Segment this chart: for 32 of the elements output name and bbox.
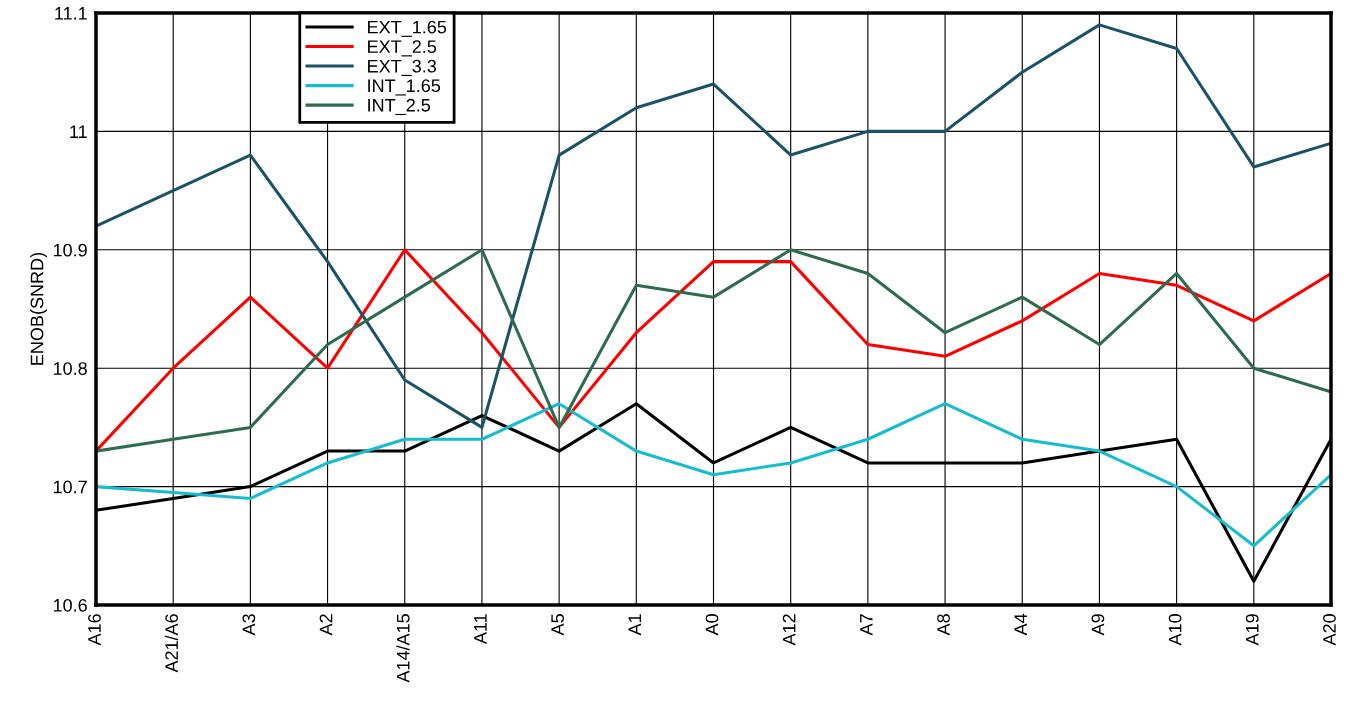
x-tick-label: A21/A6 <box>164 614 179 673</box>
x-tick-label: A16 <box>88 614 101 646</box>
x-tick-label: A10 <box>1168 614 1182 646</box>
x-tick-label: A14/A15 <box>396 614 410 683</box>
x-tick-label: A5 <box>551 614 564 636</box>
x-tick-label: A0 <box>705 614 719 636</box>
x-tick-label: A4 <box>1014 613 1027 636</box>
y-tick-label: 10.7 <box>53 480 87 494</box>
y-tick-label: 10.8 <box>53 362 87 375</box>
x-tick-label: A12 <box>782 614 796 646</box>
x-tick-label: A19 <box>1245 614 1259 646</box>
x-tick-label: A8 <box>937 614 950 636</box>
x-tick-label: A1 <box>628 614 641 636</box>
x-tick-label: A20 <box>1323 614 1336 646</box>
y-tick-label: 10.9 <box>53 243 87 257</box>
y-tick-label: 11.1 <box>55 7 87 20</box>
legend-label: INT_1.65 <box>368 79 441 96</box>
x-tick-label: A2 <box>319 614 333 636</box>
line-series <box>96 248 1331 453</box>
legend-label: EXT_2.5 <box>368 40 437 57</box>
x-tick-label: A7 <box>860 614 873 636</box>
legend-label: EXT_1.65 <box>368 20 447 37</box>
legend-label: INT_2.5 <box>368 98 431 116</box>
line-series <box>96 402 1331 548</box>
x-tick-label: A9 <box>1091 614 1105 636</box>
x-tick-label: A3 <box>242 614 256 636</box>
line-series <box>96 23 1331 429</box>
y-axis-title: ENOB(SNRD) <box>30 252 47 365</box>
x-tick-label: A11 <box>474 614 487 645</box>
legend-label: EXT_3.3 <box>368 59 437 76</box>
y-tick-label: 10.6 <box>53 598 87 612</box>
y-tick-label: 11 <box>70 125 87 138</box>
